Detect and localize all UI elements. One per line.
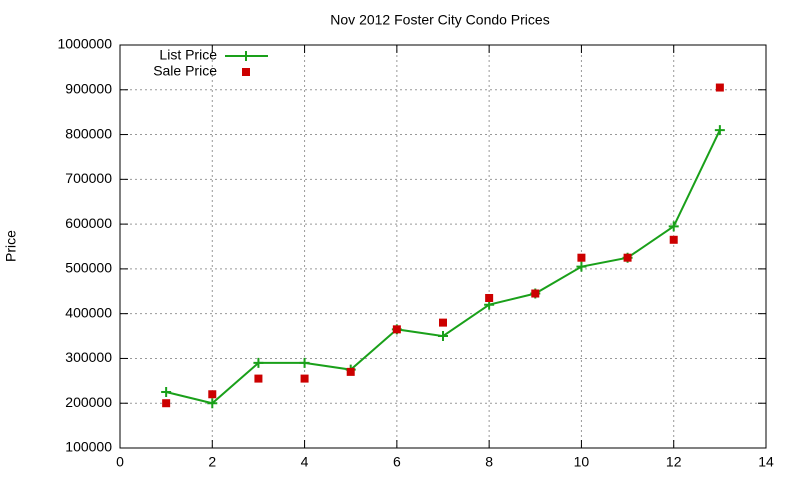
y-tick-label: 600000 bbox=[65, 215, 112, 231]
plot-border bbox=[119, 44, 767, 449]
point bbox=[714, 125, 725, 136]
y-tick-label: 400000 bbox=[65, 304, 112, 320]
x-tick-label: 2 bbox=[208, 454, 216, 470]
point bbox=[439, 318, 447, 327]
point bbox=[254, 374, 263, 383]
y-axis-label: Price bbox=[3, 230, 19, 262]
point bbox=[668, 221, 679, 232]
y-tick-label: 700000 bbox=[65, 170, 112, 186]
y-tick-label: 200000 bbox=[65, 394, 112, 410]
legend-swatch bbox=[241, 51, 251, 61]
chart-title: Nov 2012 Foster City Condo Prices bbox=[330, 12, 549, 28]
x-tick-label: 10 bbox=[574, 454, 590, 470]
point bbox=[299, 357, 310, 368]
x-tick-label: 12 bbox=[666, 454, 682, 470]
legend-label: List Price bbox=[159, 47, 217, 63]
point bbox=[300, 374, 309, 383]
y-tick-label: 800000 bbox=[65, 125, 112, 141]
point bbox=[207, 398, 218, 409]
point bbox=[161, 387, 172, 398]
point bbox=[438, 331, 448, 342]
y-tick-label: 100000 bbox=[65, 439, 112, 455]
y-tick-label: 300000 bbox=[65, 349, 112, 365]
x-tick-label: 14 bbox=[758, 454, 774, 470]
point bbox=[577, 253, 586, 262]
point bbox=[669, 235, 678, 244]
line bbox=[165, 129, 721, 405]
point bbox=[253, 357, 264, 368]
x-tick-label: 8 bbox=[485, 454, 493, 470]
x-tick-label: 6 bbox=[393, 454, 401, 470]
point bbox=[531, 289, 540, 298]
x-tick-label: 0 bbox=[116, 454, 124, 470]
point bbox=[162, 399, 171, 408]
legend-swatch bbox=[242, 68, 250, 76]
point bbox=[576, 261, 587, 272]
point bbox=[623, 253, 632, 262]
legend-label: Sale Price bbox=[153, 63, 217, 79]
point bbox=[392, 325, 401, 334]
y-tick-label: 1000000 bbox=[57, 36, 112, 52]
point bbox=[485, 293, 494, 302]
point bbox=[715, 83, 724, 92]
y-tick-label: 900000 bbox=[65, 80, 112, 96]
x-tick-label: 4 bbox=[301, 454, 309, 470]
point bbox=[346, 367, 355, 376]
point bbox=[208, 390, 217, 399]
y-tick-label: 500000 bbox=[65, 260, 112, 276]
